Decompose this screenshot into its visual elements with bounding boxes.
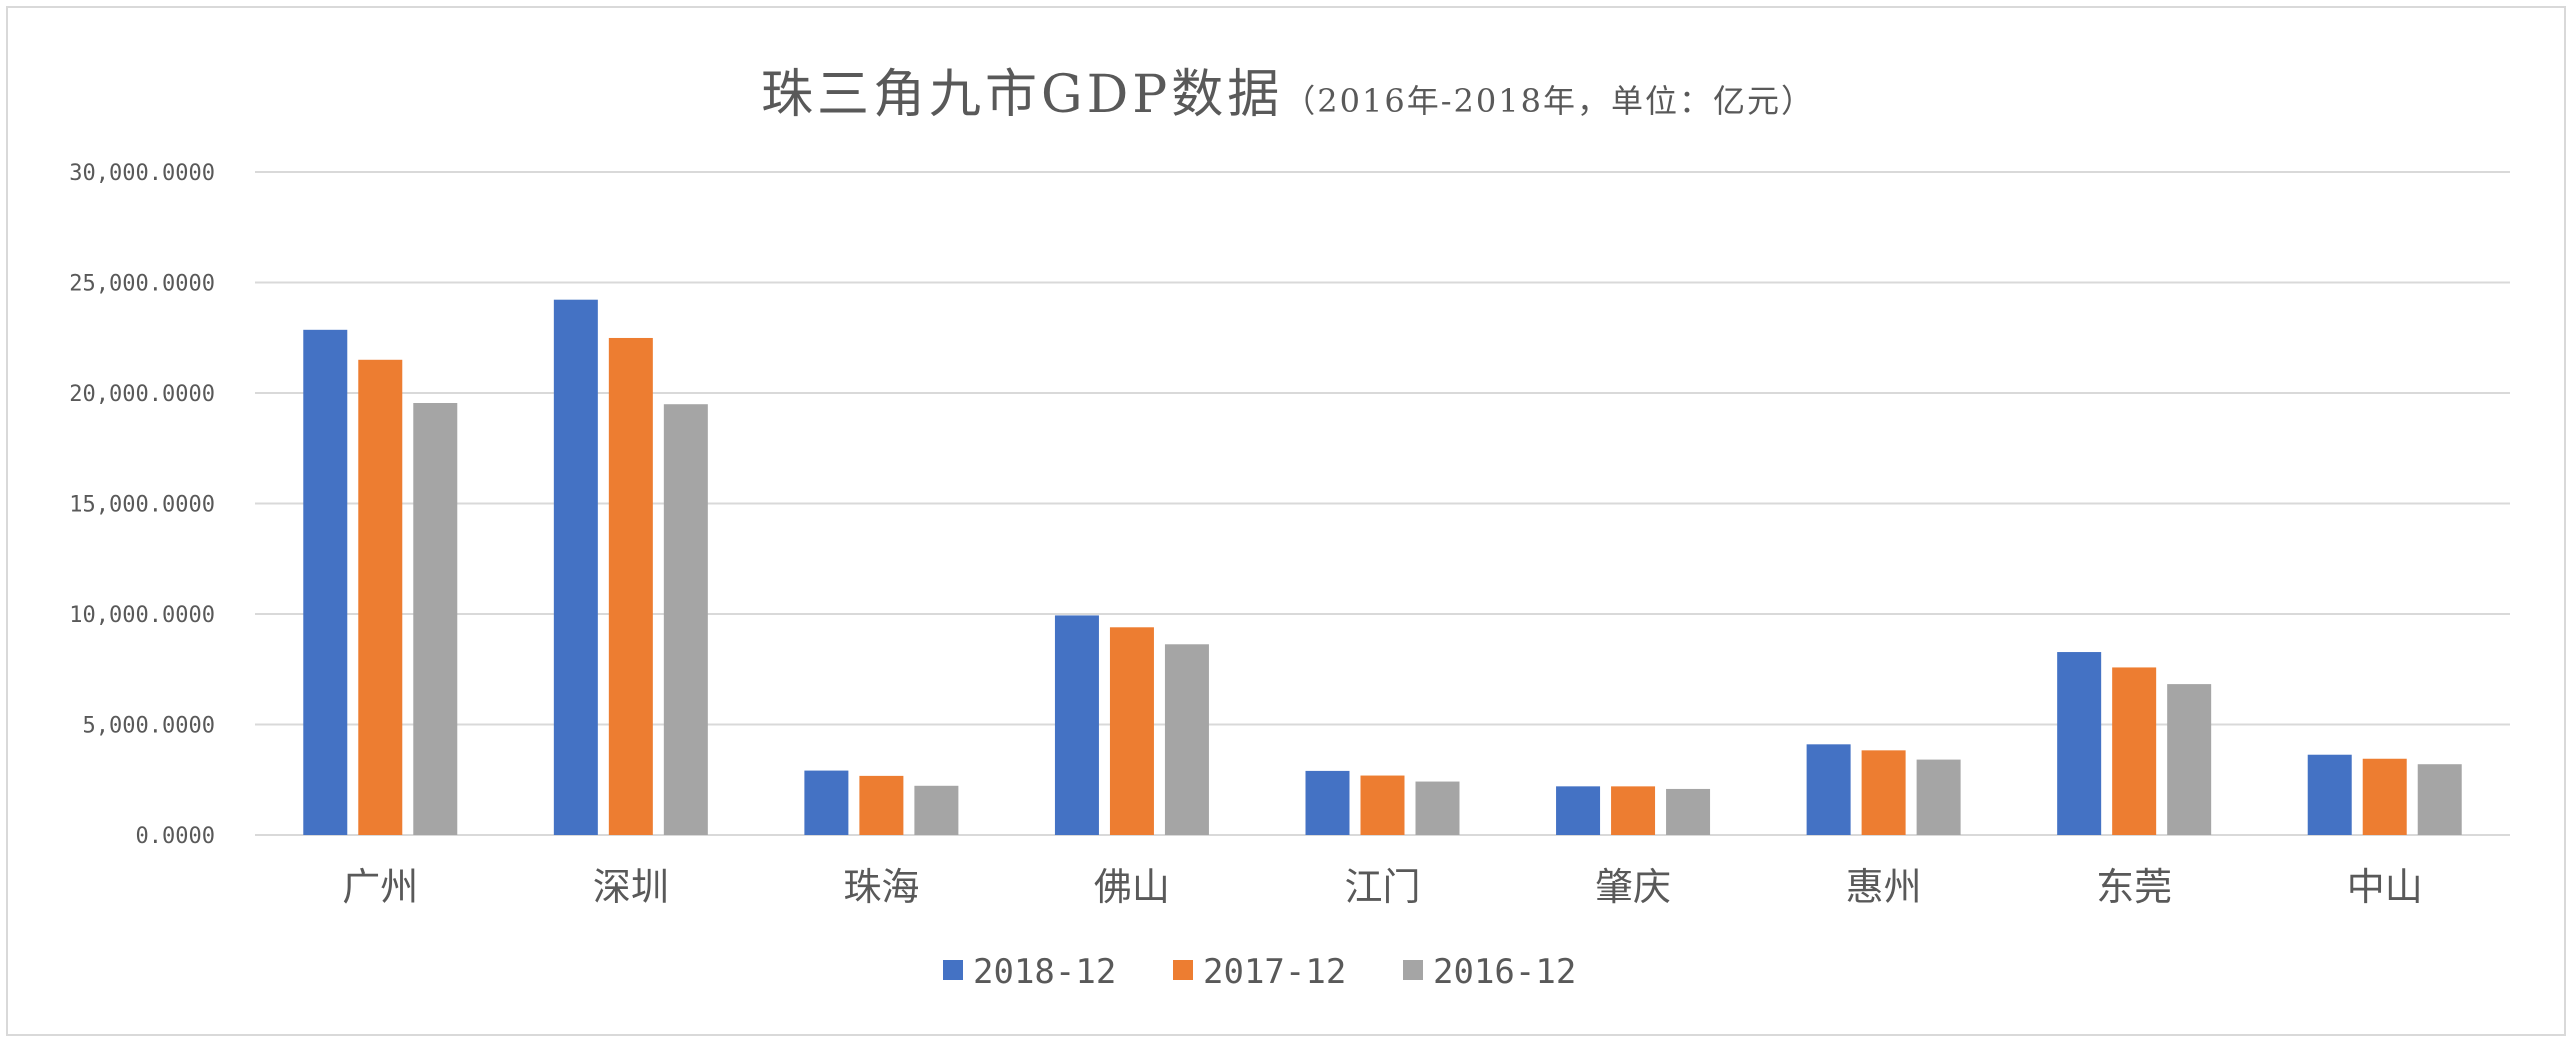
bar <box>2057 652 2102 835</box>
chart-subtitle: （2016年-2018年，单位：亿元） <box>1283 82 1815 120</box>
bar <box>2362 758 2407 835</box>
bar <box>1054 615 1099 835</box>
legend-swatch <box>943 960 963 980</box>
legend: 2018-12 2017-12 2016-12 <box>943 952 1576 992</box>
bar <box>303 329 348 835</box>
legend-label: 2018-12 <box>973 952 1116 992</box>
legend-swatch <box>1403 960 1423 980</box>
x-tick-label: 惠州 <box>1846 865 1922 909</box>
y-tick-label: 30,000.0000 <box>69 161 215 186</box>
x-tick-label: 江门 <box>1344 865 1420 909</box>
bar <box>914 785 959 835</box>
chart-title: 珠三角九市GDP数据 <box>761 65 1284 125</box>
x-tick-label: 深圳 <box>593 865 669 909</box>
y-tick-label: 25,000.0000 <box>69 272 215 297</box>
bar <box>1360 775 1405 835</box>
bar <box>1666 788 1711 835</box>
x-tick-label: 中山 <box>2347 865 2423 909</box>
bar <box>1611 786 1656 835</box>
y-tick-label: 0.0000 <box>136 824 215 849</box>
bar <box>2112 667 2157 835</box>
y-tick-label: 20,000.0000 <box>69 382 215 407</box>
legend-label: 2017-12 <box>1203 952 1346 992</box>
bar <box>1806 744 1851 835</box>
bar <box>1305 770 1350 835</box>
bar <box>608 337 653 835</box>
x-tick-label: 肇庆 <box>1595 865 1671 909</box>
bar <box>663 404 708 835</box>
x-tick-label: 佛山 <box>1094 865 1170 909</box>
bar <box>2417 764 2462 835</box>
bar <box>1415 781 1460 835</box>
y-axis-tick-labels: 0.0000 5,000.0000 10,000.0000 15,000.0000 20… <box>69 161 215 849</box>
bar <box>2307 754 2352 835</box>
chart-title-line: 珠三角九市GDP数据（2016年-2018年，单位：亿元） <box>0 52 2576 127</box>
bar <box>553 299 598 836</box>
bar <box>1861 750 1906 835</box>
bar <box>358 359 403 835</box>
bar <box>1109 627 1154 835</box>
bars <box>303 299 2462 836</box>
y-tick-label: 10,000.0000 <box>69 603 215 628</box>
x-tick-label: 东莞 <box>2096 865 2172 909</box>
x-tick-label: 广州 <box>342 865 418 909</box>
bar <box>1556 786 1601 835</box>
legend-label: 2016-12 <box>1433 952 1576 992</box>
bar <box>859 775 904 835</box>
y-tick-label: 5,000.0000 <box>83 714 215 739</box>
x-tick-label: 珠海 <box>843 865 919 909</box>
legend-swatch <box>1173 960 1193 980</box>
bar <box>1916 759 1961 835</box>
x-axis-tick-labels: 广州 深圳 珠海 佛山 江门 肇庆 惠州 东莞 中山 <box>342 865 2422 909</box>
y-tick-label: 15,000.0000 <box>69 493 215 518</box>
bar <box>413 403 458 835</box>
bar <box>1164 644 1209 835</box>
bar <box>2167 684 2212 835</box>
bar <box>804 770 849 835</box>
